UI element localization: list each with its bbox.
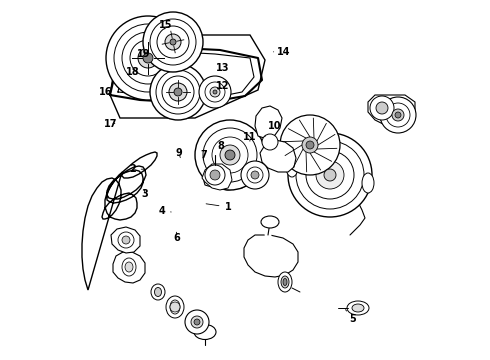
Circle shape: [170, 302, 180, 312]
Text: 15: 15: [159, 20, 172, 30]
Ellipse shape: [352, 304, 364, 312]
Circle shape: [302, 137, 318, 153]
Text: 6: 6: [173, 232, 180, 243]
Ellipse shape: [281, 276, 289, 288]
Ellipse shape: [261, 216, 279, 228]
Polygon shape: [202, 164, 232, 190]
Ellipse shape: [151, 284, 165, 300]
Circle shape: [156, 70, 200, 114]
Circle shape: [213, 90, 217, 94]
Text: 13: 13: [216, 63, 230, 73]
Circle shape: [106, 16, 190, 100]
Ellipse shape: [362, 173, 374, 193]
Circle shape: [138, 48, 158, 68]
Polygon shape: [111, 227, 140, 253]
Circle shape: [395, 112, 401, 118]
Circle shape: [165, 34, 181, 50]
Text: 12: 12: [216, 81, 230, 91]
Text: 11: 11: [243, 132, 257, 142]
Text: 7: 7: [200, 150, 207, 160]
Text: 17: 17: [103, 119, 117, 129]
Circle shape: [150, 19, 196, 65]
Circle shape: [157, 26, 189, 58]
Circle shape: [251, 171, 259, 179]
Ellipse shape: [154, 288, 162, 297]
Polygon shape: [368, 95, 415, 125]
Circle shape: [143, 53, 153, 63]
Text: 2: 2: [129, 164, 144, 174]
Text: 18: 18: [125, 67, 139, 77]
Circle shape: [162, 76, 194, 108]
Circle shape: [380, 97, 416, 133]
Circle shape: [225, 150, 235, 160]
Text: 10: 10: [265, 121, 281, 137]
Ellipse shape: [278, 272, 292, 292]
Circle shape: [210, 170, 220, 180]
Circle shape: [210, 87, 220, 97]
Circle shape: [247, 167, 263, 183]
Circle shape: [191, 316, 203, 328]
Ellipse shape: [286, 157, 298, 177]
Circle shape: [205, 165, 225, 185]
Circle shape: [212, 137, 248, 173]
Circle shape: [170, 39, 176, 45]
Ellipse shape: [170, 300, 180, 314]
Circle shape: [296, 141, 364, 209]
Ellipse shape: [347, 301, 369, 315]
Text: 19: 19: [137, 49, 150, 59]
Polygon shape: [244, 235, 298, 277]
Circle shape: [262, 134, 278, 150]
Circle shape: [199, 76, 231, 108]
Text: 1: 1: [206, 202, 231, 212]
Ellipse shape: [166, 296, 184, 318]
Text: 14: 14: [273, 47, 290, 57]
Circle shape: [316, 161, 344, 189]
Circle shape: [288, 133, 372, 217]
Text: 5: 5: [345, 310, 356, 324]
Circle shape: [203, 128, 257, 182]
Text: 3: 3: [141, 189, 148, 199]
Circle shape: [241, 161, 269, 189]
Polygon shape: [113, 252, 145, 283]
Circle shape: [386, 103, 410, 127]
Circle shape: [130, 40, 166, 76]
Text: 16: 16: [98, 87, 112, 97]
Circle shape: [150, 64, 206, 120]
Polygon shape: [260, 140, 296, 172]
Circle shape: [118, 232, 134, 248]
Circle shape: [194, 319, 200, 325]
Circle shape: [392, 109, 404, 121]
Polygon shape: [82, 152, 157, 290]
Ellipse shape: [194, 324, 216, 339]
Circle shape: [306, 141, 314, 149]
Text: 4: 4: [158, 206, 171, 216]
Circle shape: [143, 12, 203, 72]
Text: 9: 9: [175, 148, 182, 158]
Polygon shape: [110, 35, 265, 118]
Polygon shape: [255, 106, 282, 140]
Ellipse shape: [122, 258, 136, 276]
Circle shape: [195, 120, 265, 190]
Circle shape: [205, 82, 225, 102]
Circle shape: [174, 88, 182, 96]
Circle shape: [306, 151, 354, 199]
Polygon shape: [200, 133, 258, 190]
Circle shape: [370, 96, 394, 120]
Circle shape: [324, 169, 336, 181]
Circle shape: [122, 32, 174, 84]
Circle shape: [280, 115, 340, 175]
Circle shape: [114, 24, 182, 92]
Ellipse shape: [125, 262, 133, 272]
Circle shape: [185, 310, 209, 334]
Ellipse shape: [283, 279, 287, 285]
Text: 8: 8: [217, 141, 224, 151]
Circle shape: [122, 236, 130, 244]
Circle shape: [169, 83, 187, 101]
Circle shape: [220, 145, 240, 165]
Circle shape: [376, 102, 388, 114]
